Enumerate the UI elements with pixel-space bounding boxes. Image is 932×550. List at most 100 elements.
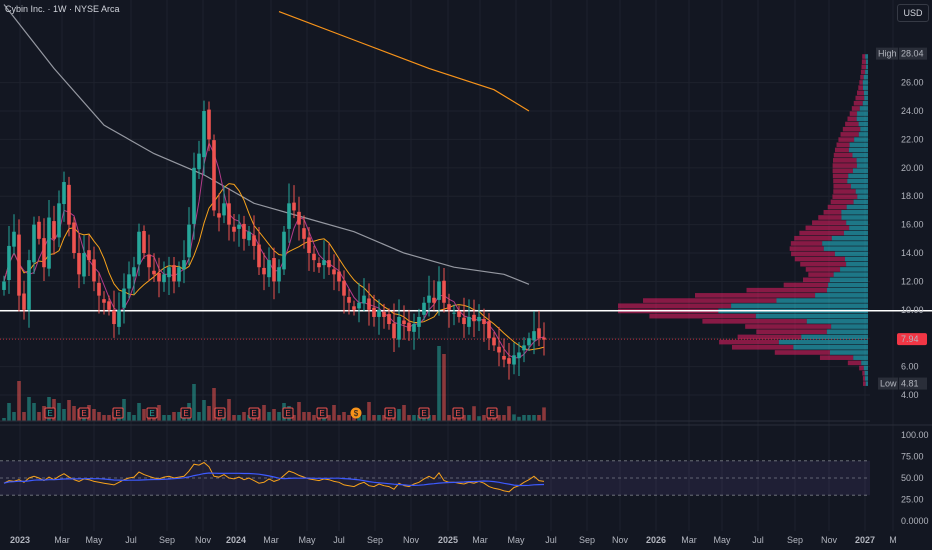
volume-profile-up-bar bbox=[856, 158, 868, 163]
candle-body bbox=[317, 262, 321, 268]
rsi-pane bbox=[0, 460, 870, 496]
time-tick-label: Nov bbox=[195, 535, 212, 545]
high-badge-label: High bbox=[878, 49, 897, 59]
candle-body bbox=[482, 319, 486, 325]
volume-profile-down-bar bbox=[746, 287, 828, 293]
candle-body bbox=[132, 267, 136, 277]
volume-profile-up-bar bbox=[855, 189, 868, 194]
volume-profile-up-bar bbox=[815, 293, 868, 298]
volume-profile-up-bar bbox=[846, 204, 868, 210]
price-tick-label: 6.00 bbox=[901, 362, 919, 372]
volume-bar bbox=[7, 403, 11, 421]
candles[interactable] bbox=[2, 100, 546, 380]
earnings-marker bbox=[452, 407, 464, 419]
volume-profile-down-bar bbox=[832, 163, 857, 168]
price-axis[interactable]: 26.00 24.00 22.00 20.00 18.00 16.00 14.00 12.00… bbox=[876, 47, 929, 526]
volume-bar bbox=[212, 388, 216, 421]
volume-profile-down-bar bbox=[799, 230, 844, 236]
volume-bar bbox=[367, 402, 371, 421]
candle-body bbox=[242, 223, 246, 239]
earnings-marker-label: E bbox=[251, 409, 256, 418]
volume-bar bbox=[32, 403, 36, 421]
currency-button[interactable]: USD bbox=[897, 4, 929, 22]
candle-body bbox=[2, 281, 6, 290]
candle-body bbox=[407, 322, 411, 332]
volume-profile-up-bar bbox=[858, 121, 868, 127]
candle-body bbox=[107, 301, 111, 310]
candle-body bbox=[117, 309, 121, 327]
rsi-tick-label: 100.00 bbox=[901, 430, 929, 440]
price-tick-label: 10.00 bbox=[901, 305, 924, 315]
earnings-marker-label: E bbox=[47, 409, 52, 418]
price-tick-label: 18.00 bbox=[901, 191, 924, 201]
candle-body bbox=[497, 346, 501, 353]
volume-bar bbox=[357, 415, 361, 421]
volume-profile-down-bar bbox=[849, 111, 858, 116]
volume-profile-down-bar bbox=[855, 95, 865, 101]
volume-bar bbox=[292, 415, 296, 421]
candle-body bbox=[342, 280, 346, 296]
volume-bar bbox=[297, 402, 301, 421]
volume-profile-down-bar bbox=[783, 282, 829, 288]
candle-body bbox=[507, 358, 511, 364]
earnings-marker bbox=[214, 407, 226, 419]
volume-profile-up-bar bbox=[861, 360, 868, 366]
volume-bar bbox=[97, 412, 101, 421]
earnings-marker-label: E bbox=[455, 409, 460, 418]
volume-bar bbox=[272, 409, 276, 421]
volume-profile-down-bar bbox=[756, 329, 827, 335]
volume-bar bbox=[502, 415, 506, 421]
volume-profile-up-bar bbox=[856, 116, 868, 122]
time-tick-label: 2027 bbox=[855, 535, 875, 545]
time-tick-label: May bbox=[85, 535, 103, 545]
volume-profile-up-bar bbox=[857, 194, 868, 199]
candle-body bbox=[377, 309, 381, 317]
price-tick-label: 22.00 bbox=[901, 134, 924, 144]
earnings-marker bbox=[248, 407, 260, 419]
time-tick-label: May bbox=[298, 535, 316, 545]
high-value-bg bbox=[899, 47, 927, 60]
candle-body bbox=[267, 260, 271, 278]
candle-body bbox=[167, 267, 171, 278]
volume-profile-up-bar bbox=[848, 173, 868, 179]
volume-profile-down-bar bbox=[858, 85, 863, 90]
volume-bar bbox=[132, 415, 136, 421]
candle-body bbox=[232, 226, 236, 232]
time-tick-label: 2026 bbox=[646, 535, 666, 545]
volume-bar bbox=[337, 415, 341, 421]
volume-bar bbox=[542, 407, 546, 421]
volume-profile-up-bar bbox=[849, 225, 868, 231]
candle-body bbox=[542, 337, 546, 340]
candle-body bbox=[397, 316, 401, 340]
candle-body bbox=[282, 231, 286, 270]
candle-body bbox=[162, 274, 166, 283]
earnings-marker-label: E bbox=[421, 409, 426, 418]
volume-bar bbox=[62, 409, 66, 421]
time-axis[interactable]: 2023 Mar May Jul Sep Nov 2024 Mar May Jul Sep Nov 20… bbox=[10, 535, 897, 545]
volume-bar bbox=[237, 415, 241, 421]
moving-averages bbox=[0, 4, 932, 359]
volume-bar bbox=[57, 403, 61, 421]
candle-body bbox=[452, 312, 456, 314]
candle-body bbox=[437, 281, 441, 300]
volume-profile-down-bar bbox=[862, 54, 866, 59]
volume-profile-up-bar bbox=[864, 95, 868, 101]
time-tick-label: May bbox=[713, 535, 731, 545]
candle-body bbox=[442, 280, 446, 303]
volume-profile-up-bar bbox=[862, 85, 868, 90]
candle-body bbox=[252, 235, 256, 246]
earnings-marker bbox=[282, 407, 294, 419]
volume-profile-down-bar bbox=[836, 142, 850, 148]
candle-body bbox=[502, 356, 506, 360]
candle-body bbox=[302, 228, 306, 239]
volume-bar bbox=[472, 406, 476, 421]
candle-body bbox=[522, 345, 526, 351]
candle-body bbox=[142, 231, 146, 254]
candle-body bbox=[387, 314, 391, 325]
volume-bar bbox=[142, 409, 146, 421]
volume-bar bbox=[442, 354, 446, 421]
volume-profile-up-bar bbox=[843, 230, 868, 236]
volume-profile-down-bar bbox=[702, 319, 807, 324]
earnings-marker-label: E bbox=[81, 409, 86, 418]
